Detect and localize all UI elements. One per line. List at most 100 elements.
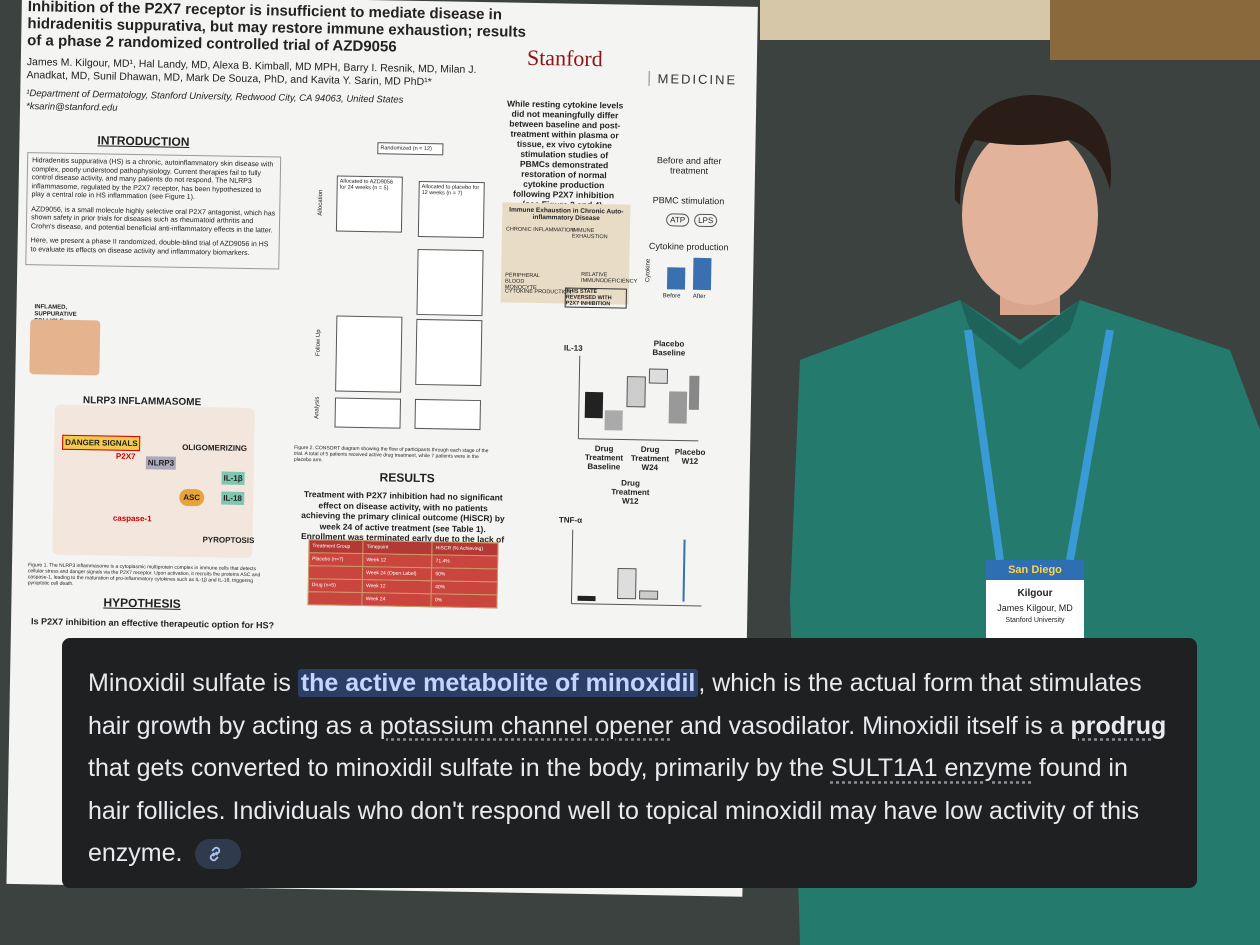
label: CYTOKINE PRODUCTION <box>504 288 572 296</box>
poster: Inhibition of the P2X7 receptor is insuf… <box>6 0 758 897</box>
text: found in hair follicles. Individuals who… <box>88 754 1140 867</box>
illustration-boxplots <box>570 529 702 607</box>
label: TNF-α <box>558 515 583 525</box>
label: Immune Exhaustion in Chronic Auto-inflam… <box>509 206 624 223</box>
header-cell: Timepoint <box>363 540 433 555</box>
label: Drug Treatment Baseline <box>584 444 624 472</box>
stage-label: Follow Up <box>315 329 323 357</box>
badge-event: San Diego <box>986 560 1084 580</box>
label: NLRP3 <box>145 456 177 470</box>
heading: RESULTS <box>379 470 435 486</box>
box: Allocated to AZD9056 for 24 weeks (n = 5… <box>335 175 403 233</box>
highlight: the active metabolite of minoxidil <box>297 669 699 697</box>
text: While resting cytokine levels did not me… <box>506 98 624 210</box>
stage-label: Analysis <box>314 396 321 419</box>
box: Allocated to placebo for 12 weeks (n = 7… <box>417 180 485 239</box>
table-cell: 71.4% <box>431 554 498 569</box>
table-cell: Week 24 (Open Label) <box>362 566 432 581</box>
answer-overlay: Minoxidil sulfate is the active metaboli… <box>62 638 1197 888</box>
label: Before <box>662 293 681 300</box>
table-cell: 50% <box>431 567 498 582</box>
box <box>416 248 484 317</box>
table-cell: Drug (n=5) <box>308 578 363 593</box>
label: IL-13 <box>563 343 583 353</box>
label: RELATIVE IMMUNODEFICIENCY <box>581 271 638 285</box>
box <box>414 398 481 431</box>
figure: Immune Exhaustion in Chronic Auto-inflam… <box>500 202 638 309</box>
heading: INTRODUCTION <box>97 133 190 149</box>
text: that gets converted to minoxidil sulfate… <box>88 754 831 782</box>
label: P2X7 <box>115 451 136 462</box>
label: Cytokine production <box>648 240 729 253</box>
link-icon <box>210 847 221 862</box>
table-row: Week 24 0% <box>307 591 498 608</box>
table-cell: Placebo (n=7) <box>308 552 364 567</box>
label: THIS STATE REVERSED WITH P2X7 INHIBITION <box>564 287 627 309</box>
label: Cytokine <box>645 258 652 283</box>
illustration-bar <box>692 257 712 291</box>
figure: DANGER SIGNALS P2X7 NLRP3 OLIGOMERIZING … <box>52 404 255 559</box>
term-link[interactable]: potassium channel opener <box>379 711 674 740</box>
badge-name: James Kilgour, MD <box>997 603 1073 613</box>
paragraph: AZD9056, is a small molecule highly sele… <box>30 205 276 234</box>
illustration-boxplots <box>577 355 700 442</box>
label: ASC <box>179 488 205 507</box>
table-cell: 0% <box>431 593 498 608</box>
label: IL-18 <box>221 491 245 505</box>
illustration <box>29 319 101 376</box>
caption: Figure 2. CONSORT diagram showing the fl… <box>293 444 489 464</box>
label: DANGER SIGNALS <box>62 434 141 452</box>
heading: HYPOTHESIS <box>103 595 181 611</box>
label: caspase-1 <box>112 513 152 524</box>
label: Drug Treatment W12 <box>611 478 650 506</box>
table-cell <box>308 565 363 580</box>
table-cell: Week 24 <box>362 592 432 607</box>
label: ATP <box>666 213 690 227</box>
paragraph: Hidradenitis suppurativa (HS) is a chron… <box>31 157 274 202</box>
name-badge: San Diego Kilgour James Kilgour, MD Stan… <box>986 560 1084 638</box>
term-link[interactable]: SULT1A1 enzyme <box>830 754 1032 782</box>
box <box>415 318 483 387</box>
illustration-bar <box>666 267 686 290</box>
poster-title: Inhibition of the P2X7 receptor is insuf… <box>27 0 527 56</box>
box <box>335 315 403 393</box>
text: and vasodilator. Minoxidil itself is a <box>673 711 1071 740</box>
table-body: Placebo (n=7) Week 12 71.4% Week 24 (Open L… <box>307 552 498 608</box>
label: PYROPTOSIS <box>202 535 255 546</box>
header-cell: HiSCR (% Achieving) <box>432 541 498 556</box>
caption: Figure 1. The NLRP3 inflammasome is a cy… <box>27 562 261 587</box>
box: Randomized (n = 12) <box>377 142 444 156</box>
header-cell: Treatment Group <box>308 539 364 554</box>
paragraph: Here, we present a phase II randomized, … <box>30 237 269 257</box>
label: After <box>692 293 706 300</box>
label: Placebo W12 <box>674 447 706 466</box>
authors: James M. Kilgour, MD¹, Hal Landy, MD, Al… <box>26 56 477 89</box>
label: OLIGOMERIZING <box>182 442 248 453</box>
table-cell: Week 12 <box>362 553 433 568</box>
label: Placebo Baseline <box>652 339 686 358</box>
logo-sub: MEDICINE <box>648 70 738 88</box>
badge-surname: Kilgour <box>1017 588 1053 599</box>
box <box>334 397 401 429</box>
results-table: Treatment Group Timepoint HiSCR (% Achievi… <box>307 539 498 608</box>
stage-label: Allocation <box>317 189 325 216</box>
table-cell: 40% <box>431 580 498 595</box>
text: , which is the actual form that stimulat… <box>88 669 1142 740</box>
question: Is P2X7 inhibition an effective therapeu… <box>30 616 275 631</box>
term-link[interactable]: prodrug <box>1070 711 1167 740</box>
logo: Stanford <box>526 44 603 72</box>
label: CHRONIC INFLAMMATION <box>505 226 575 234</box>
email: *ksarin@stanford.edu <box>25 101 118 114</box>
label: Before and after treatment <box>656 155 722 176</box>
text: Minoxidil sulfate is <box>88 669 298 697</box>
label: Drug Treatment W24 <box>630 444 670 473</box>
introduction: Hidradenitis suppurativa (HS) is a chron… <box>25 152 282 270</box>
label: LPS <box>694 213 718 228</box>
source-link-button[interactable] <box>195 839 242 870</box>
label: PBMC stimulation <box>652 195 725 207</box>
table-cell: Week 12 <box>362 579 432 594</box>
badge-org: Stanford University <box>1005 617 1065 624</box>
table-cell <box>307 591 363 606</box>
label: IL-1β <box>221 471 245 485</box>
